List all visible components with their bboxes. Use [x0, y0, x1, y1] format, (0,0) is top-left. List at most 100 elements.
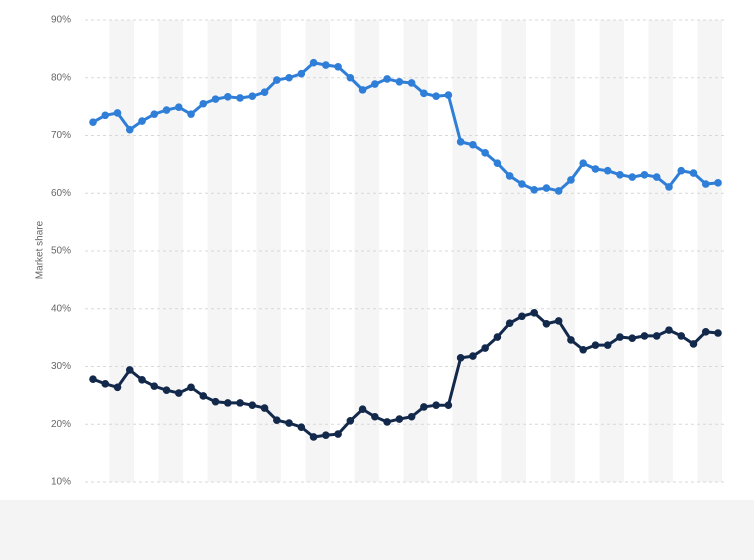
data-point — [701, 180, 710, 188]
data-point — [567, 336, 575, 344]
data-point — [677, 332, 686, 340]
data-point — [199, 99, 208, 108]
data-point — [481, 149, 489, 157]
y-tick-label: 80% — [51, 72, 71, 83]
data-point — [530, 308, 538, 317]
data-point — [358, 405, 367, 414]
data-point — [469, 140, 477, 149]
data-point — [89, 375, 97, 384]
data-point — [371, 80, 379, 88]
footer-band — [0, 500, 754, 560]
data-point — [505, 172, 514, 180]
data-point — [260, 88, 269, 96]
y-axis-label: Market share — [35, 220, 46, 279]
data-point — [640, 170, 649, 179]
data-point — [444, 401, 453, 409]
data-point — [542, 319, 551, 328]
data-point — [358, 86, 367, 94]
data-point — [432, 401, 440, 409]
data-point — [420, 89, 428, 98]
series-line — [92, 61, 719, 193]
data-point — [616, 170, 624, 179]
data-point — [591, 165, 600, 173]
data-point — [554, 187, 563, 195]
data-point — [273, 76, 281, 84]
y-tick-label: 50% — [51, 246, 71, 257]
data-point — [101, 111, 110, 120]
data-point — [224, 399, 232, 407]
data-point — [248, 401, 257, 409]
data-point — [150, 382, 159, 390]
y-tick-label: 60% — [51, 188, 71, 199]
data-point — [530, 185, 538, 194]
data-point — [248, 92, 257, 101]
data-point — [236, 399, 244, 407]
data-point — [297, 423, 306, 431]
data-point — [677, 166, 686, 175]
data-point — [187, 383, 195, 392]
data-point — [113, 109, 122, 117]
data-point — [456, 138, 465, 146]
series-line — [92, 311, 719, 439]
data-point — [101, 380, 110, 388]
y-tick-label: 10% — [51, 477, 71, 488]
data-point — [701, 328, 710, 336]
data-point — [652, 332, 661, 340]
data-point — [89, 118, 97, 127]
data-point — [714, 329, 722, 337]
data-point — [628, 173, 637, 181]
data-point — [162, 386, 171, 394]
data-point — [334, 430, 342, 438]
data-point — [150, 110, 159, 118]
data-point — [138, 375, 146, 384]
data-point — [603, 166, 612, 175]
data-point — [518, 180, 526, 188]
data-point — [469, 352, 477, 360]
y-tick-label: 20% — [51, 419, 71, 430]
data-point — [346, 416, 355, 425]
data-point — [665, 326, 673, 334]
data-point — [199, 392, 208, 400]
data-point — [616, 333, 624, 341]
data-point — [665, 183, 673, 191]
data-point — [211, 397, 220, 406]
data-point — [113, 383, 122, 392]
data-point — [714, 179, 722, 187]
data-point — [187, 110, 195, 118]
data-point — [395, 77, 404, 86]
data-point — [554, 317, 563, 325]
data-point — [493, 333, 502, 341]
data-point — [138, 117, 146, 125]
data-point — [579, 345, 587, 354]
data-point — [628, 334, 637, 343]
y-tick-label: 30% — [51, 361, 71, 372]
data-point — [395, 415, 404, 423]
y-tick-label: 70% — [51, 130, 71, 141]
data-point — [174, 389, 183, 397]
data-point — [518, 312, 526, 321]
data-point — [285, 419, 293, 427]
data-point — [309, 433, 318, 441]
data-point — [125, 125, 134, 134]
data-point — [236, 94, 244, 102]
y-tick-label: 90% — [51, 15, 71, 26]
data-point — [689, 340, 698, 348]
data-point — [322, 431, 330, 440]
data-point — [334, 62, 342, 71]
data-point — [456, 354, 465, 362]
data-point — [652, 173, 661, 181]
data-point — [346, 73, 355, 82]
data-point — [505, 319, 514, 327]
data-point — [493, 159, 502, 168]
data-point — [322, 61, 330, 69]
data-point — [383, 418, 391, 426]
data-point — [162, 106, 171, 114]
data-point — [371, 412, 379, 421]
data-point — [285, 73, 293, 82]
data-point — [542, 184, 551, 192]
data-point — [407, 79, 416, 87]
data-point — [273, 416, 281, 425]
data-point — [174, 103, 183, 112]
